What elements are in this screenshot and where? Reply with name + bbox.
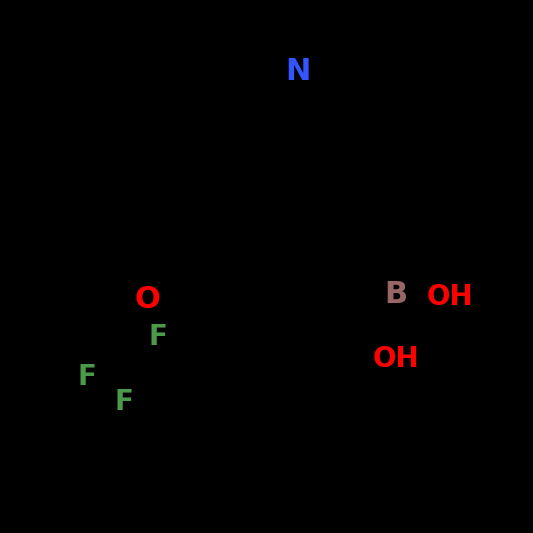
Text: B: B bbox=[384, 280, 408, 309]
Text: F: F bbox=[114, 388, 133, 416]
Text: OH: OH bbox=[427, 283, 473, 311]
Text: O: O bbox=[135, 285, 160, 314]
Text: F: F bbox=[149, 323, 168, 351]
Text: N: N bbox=[286, 58, 311, 86]
Text: OH: OH bbox=[373, 345, 419, 373]
Text: F: F bbox=[77, 363, 96, 391]
